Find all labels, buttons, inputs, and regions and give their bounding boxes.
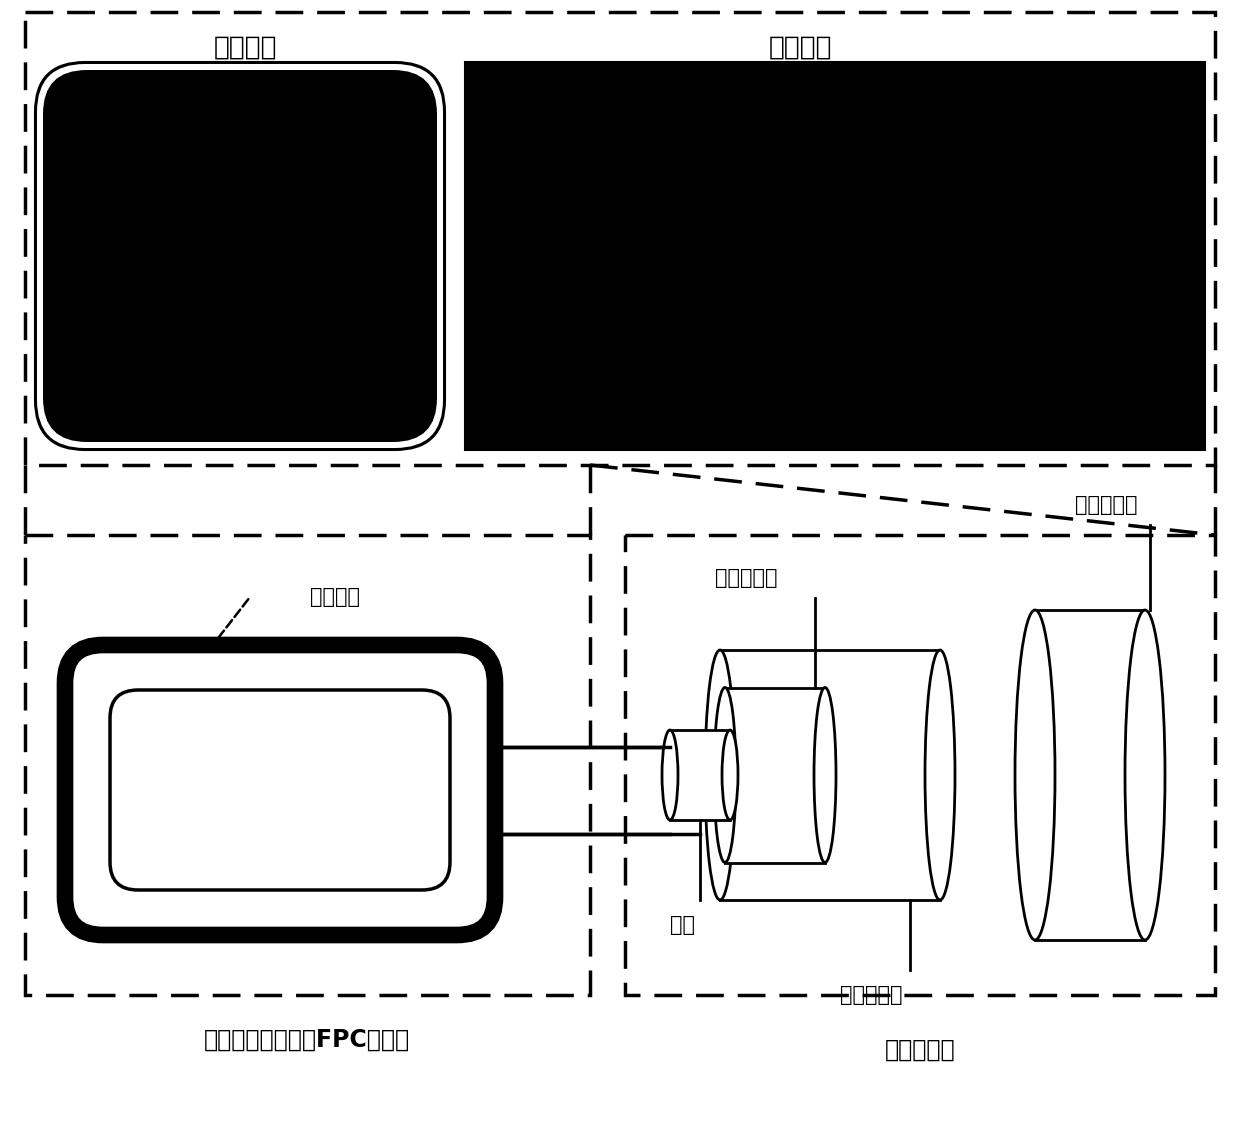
Text: 柔性非接触电极（FPC材质）: 柔性非接触电极（FPC材质）	[203, 1028, 410, 1052]
FancyBboxPatch shape	[64, 645, 495, 935]
Bar	[465, 62, 1205, 449]
FancyBboxPatch shape	[37, 64, 443, 448]
Ellipse shape	[706, 650, 735, 900]
Text: 介电绶缘层: 介电绶缘层	[715, 568, 777, 588]
Ellipse shape	[714, 688, 737, 863]
Ellipse shape	[662, 730, 678, 819]
Ellipse shape	[1125, 609, 1166, 940]
Ellipse shape	[813, 688, 836, 863]
Ellipse shape	[1016, 609, 1055, 940]
FancyBboxPatch shape	[110, 690, 450, 890]
Text: 芯线: 芯线	[670, 915, 694, 935]
Ellipse shape	[925, 650, 955, 900]
Text: 屏蔽信号: 屏蔽信号	[310, 587, 360, 607]
Text: 电极反面: 电极反面	[769, 35, 832, 61]
Ellipse shape	[722, 730, 738, 819]
Polygon shape	[670, 730, 730, 819]
Text: 电磁屏蔽线: 电磁屏蔽线	[884, 1039, 955, 1062]
Polygon shape	[1035, 609, 1145, 940]
Text: 电极信号: 电极信号	[250, 788, 310, 812]
Text: 金属屏蔽层: 金属屏蔽层	[839, 985, 903, 1004]
Polygon shape	[725, 688, 825, 863]
FancyBboxPatch shape	[35, 62, 445, 449]
FancyBboxPatch shape	[43, 70, 436, 442]
Text: 塑料保护套: 塑料保护套	[1075, 495, 1137, 515]
Text: 电极正面: 电极正面	[213, 35, 277, 61]
Polygon shape	[720, 650, 940, 900]
